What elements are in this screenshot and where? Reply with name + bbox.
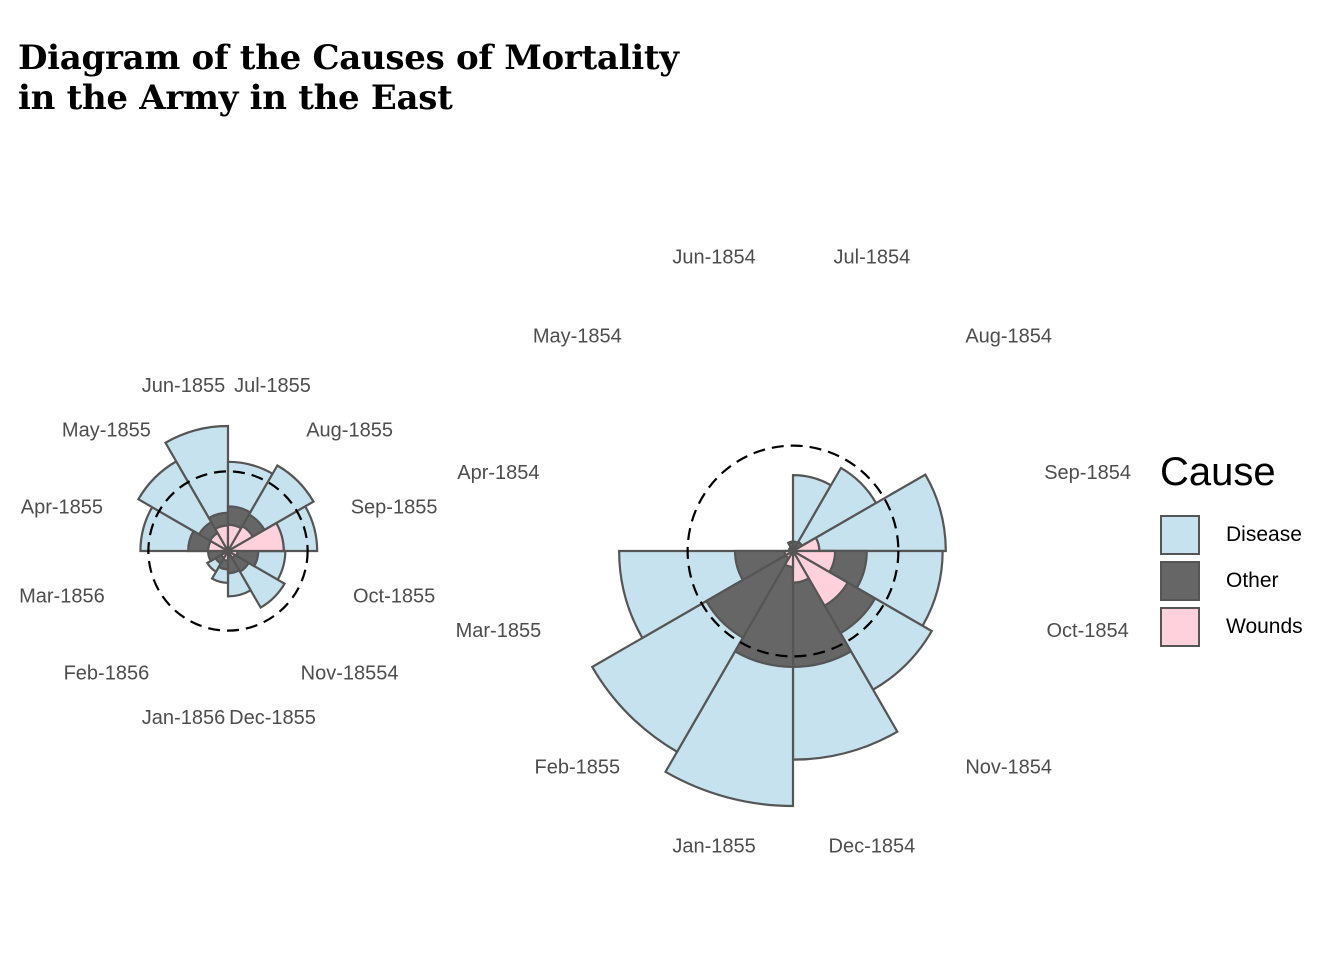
wedge-other-feb-1855	[704, 547, 797, 640]
chart-title: Diagram of the Causes of Mortality in th…	[18, 38, 679, 118]
month-label-nov-1854: Nov-1854	[965, 757, 1052, 779]
month-label-oct-1855: Oct-1855	[353, 586, 435, 608]
reference-circle-2	[686, 444, 900, 658]
wedge-other-jan-1855	[733, 546, 795, 669]
wedge-disease-sep-1854	[788, 473, 947, 553]
legend-label-other: Other	[1226, 569, 1279, 592]
rose-panel-2: Apr-1854 May-1854 Jun-1854 Jul-1854 Aug-1854…	[456, 246, 1131, 857]
month-label-jun-1855: Jun-1855	[142, 375, 225, 397]
wedge-wounds-sep-1855	[223, 521, 285, 553]
legend-item-wounds: Wounds	[1160, 604, 1303, 650]
month-label-mar-1856: Mar-1856	[19, 586, 105, 608]
legend: Cause Disease Other Wounds	[1160, 450, 1303, 650]
month-label-mar-1855: Mar-1855	[456, 620, 542, 642]
month-label-nov-18554: Nov-18554	[301, 663, 399, 685]
month-label-jan-1856: Jan-1856	[142, 707, 225, 729]
wedge-wounds-dec-1854	[791, 546, 811, 584]
month-label-jun-1854: Jun-1854	[672, 246, 755, 268]
month-label-sep-1854: Sep-1854	[1044, 462, 1131, 484]
month-label-dec-1854: Dec-1854	[829, 836, 916, 858]
wedge-wounds-mar-1856	[221, 549, 233, 556]
legend-label-disease: Disease	[1226, 523, 1302, 546]
month-label-feb-1856: Feb-1856	[64, 663, 150, 685]
month-label-aug-1855: Aug-1855	[306, 419, 393, 441]
month-label-apr-1854: Apr-1854	[457, 462, 539, 484]
chart-title-line-2: in the Army in the East	[18, 78, 453, 118]
month-label-jul-1854: Jul-1854	[834, 246, 911, 268]
month-label-apr-1855: Apr-1855	[21, 497, 103, 519]
wedge-other-mar-1855	[733, 549, 798, 582]
legend-item-other: Other	[1160, 558, 1303, 604]
legend-swatch-other	[1160, 561, 1200, 601]
month-label-sep-1855: Sep-1855	[351, 497, 438, 519]
legend-title: Cause	[1160, 450, 1276, 494]
wedge-wounds-mar-1855	[783, 549, 798, 557]
month-label-jul-1855: Jul-1855	[234, 375, 311, 397]
legend-item-disease: Disease	[1160, 512, 1303, 558]
month-label-aug-1854: Aug-1854	[965, 325, 1052, 347]
month-label-dec-1855: Dec-1855	[229, 707, 316, 729]
month-label-feb-1855: Feb-1855	[534, 757, 620, 779]
reference-circle-1	[147, 470, 309, 632]
month-label-oct-1854: Oct-1854	[1046, 620, 1128, 642]
rose-panel-1: Apr-1855 May-1855 Jun-1855 Jul-1855 Aug-1855…	[19, 375, 437, 729]
chart-title-line-1: Diagram of the Causes of Mortality	[18, 38, 679, 78]
month-labels-1: Apr-1855 May-1855 Jun-1855 Jul-1855 Aug-1855…	[19, 375, 437, 729]
legend-swatch-disease	[1160, 515, 1200, 555]
wedge-wounds-nov-1854	[789, 547, 850, 608]
month-label-may-1854: May-1854	[533, 325, 622, 347]
legend-label-wounds: Wounds	[1226, 615, 1303, 638]
legend-swatch-wounds	[1160, 607, 1200, 647]
month-label-may-1855: May-1855	[62, 419, 151, 441]
month-label-jan-1855: Jan-1855	[672, 836, 755, 858]
